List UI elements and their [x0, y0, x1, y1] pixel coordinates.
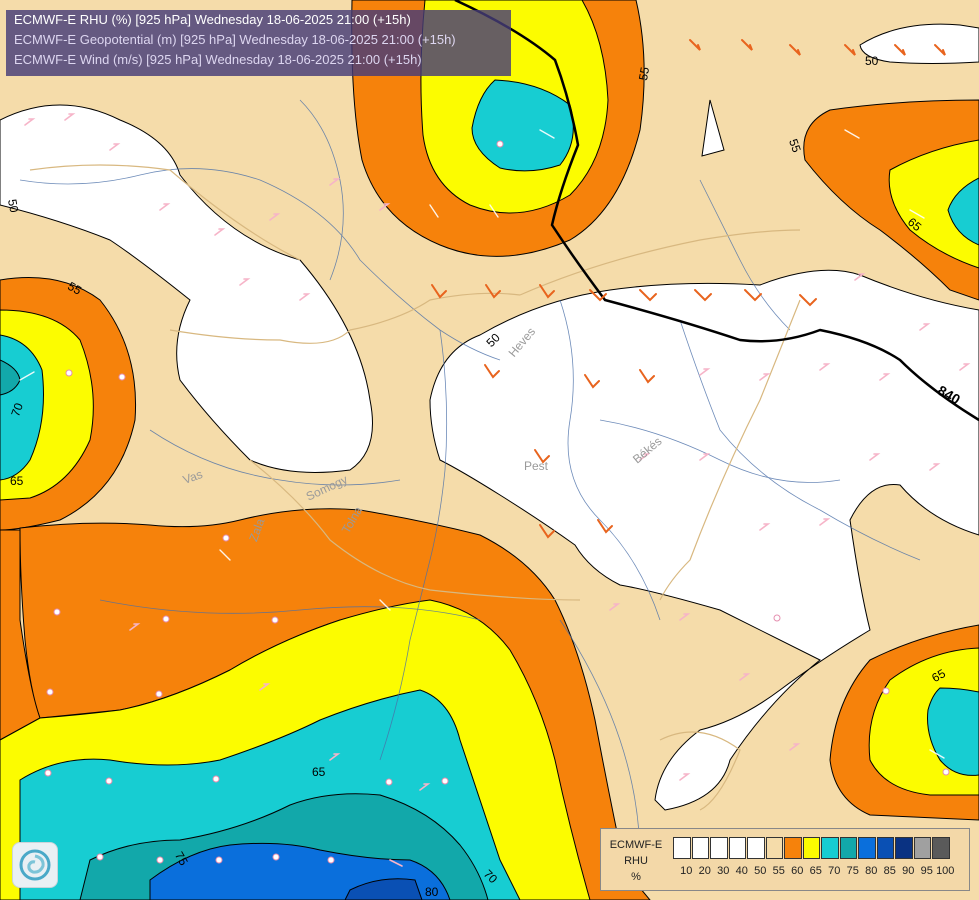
legend-swatch	[765, 837, 783, 859]
wind-barbs	[19, 39, 971, 867]
contour-label: 55	[65, 279, 84, 298]
legend-tick-label: 10	[680, 865, 693, 877]
contour-label: 55	[786, 137, 804, 155]
contour-label: 50	[5, 198, 21, 214]
color-legend: ECMWF-E RHU % 10 20 30 40 50 55 60 65 70 75 80 85 90…	[600, 828, 970, 891]
rhu-area-lowest-central	[429, 269, 979, 811]
legend-title: ECMWF-E RHU %	[604, 837, 668, 885]
contour-label: 65	[312, 765, 326, 779]
legend-tick-label: 95	[920, 865, 933, 877]
legend-swatch	[821, 837, 839, 859]
legend-swatch	[673, 837, 691, 859]
legend-swatch	[747, 837, 765, 859]
legend-param: RHU	[624, 855, 648, 867]
legend-swatch	[691, 837, 709, 859]
legend-swatch	[895, 837, 913, 859]
borders	[29, 164, 801, 811]
legend-tick-label: 100	[936, 865, 955, 877]
contour-label: 80	[425, 885, 439, 899]
legend-swatch	[913, 837, 931, 859]
legend-ticks: 10 20 30 40 50 55 60 65 70 75 80 85 90 95 100	[677, 865, 955, 877]
legend-tick-label: 90	[902, 865, 915, 877]
legend-tick-label: 55	[772, 865, 785, 877]
rhu-area-lowest-ne-spot	[701, 99, 725, 157]
legend-swatches	[673, 837, 951, 859]
legend-swatch	[784, 837, 802, 859]
rhu-area-yellow-ne	[888, 139, 979, 269]
legend-tick-label: 85	[883, 865, 896, 877]
contour-label: 65	[929, 666, 948, 685]
legend-swatch	[710, 837, 728, 859]
legend-tick-label: 65	[809, 865, 822, 877]
rhu-area-cyan-se	[927, 687, 979, 776]
station-dots	[44, 140, 950, 864]
contour-label: 70	[8, 401, 26, 419]
header-title-rhu: ECMWF-E RHU (%) [925 hPa] Wednesday 18-0…	[14, 12, 411, 27]
header-title-geopotential: ECMWF-E Geopotential (m) [925 hPa] Wedne…	[14, 32, 456, 47]
rhu-area-cyan-north	[471, 79, 574, 172]
legend-swatch	[728, 837, 746, 859]
legend-tick-label: 20	[698, 865, 711, 877]
rivers	[19, 99, 921, 861]
contour-label: 55	[636, 66, 652, 82]
logo-icon[interactable]	[12, 842, 58, 888]
region-label-pest: Pest	[524, 459, 549, 473]
legend-tick-label: 60	[791, 865, 804, 877]
legend-swatch	[876, 837, 894, 859]
region-label-vas: Vas	[181, 467, 204, 487]
legend-swatch	[802, 837, 820, 859]
rhu-contour-labels: 50 55 55 50 55 70 65 65 50 65 75 70 80 6…	[5, 54, 948, 899]
rhu-area-lowest-nw	[0, 104, 373, 473]
legend-unit: %	[631, 871, 641, 883]
legend-tick-label: 70	[828, 865, 841, 877]
legend-model: ECMWF-E	[609, 839, 663, 851]
rhu-area-cyan-ne	[947, 177, 979, 246]
geopotential-contour-840	[454, 0, 979, 422]
legend-tick-label: 40	[735, 865, 748, 877]
legend-tick-label: 75	[846, 865, 859, 877]
legend-tick-label: 80	[865, 865, 878, 877]
legend-tick-label: 50	[754, 865, 767, 877]
legend-swatch	[839, 837, 857, 859]
contour-label: 75	[172, 849, 191, 868]
map-header: ECMWF-E RHU (%) [925 hPa] Wednesday 18-0…	[6, 10, 511, 76]
contour-label: 65	[10, 474, 24, 488]
rhu-area-lowest-ne-top	[859, 23, 979, 64]
contour-label: 50	[865, 54, 879, 68]
legend-swatch	[858, 837, 876, 859]
header-title-wind: ECMWF-E Wind (m/s) [925 hPa] Wednesday 1…	[14, 52, 422, 67]
legend-swatch	[932, 837, 950, 859]
legend-tick-label: 30	[717, 865, 730, 877]
rhu-area-darkblue-south	[344, 878, 423, 900]
